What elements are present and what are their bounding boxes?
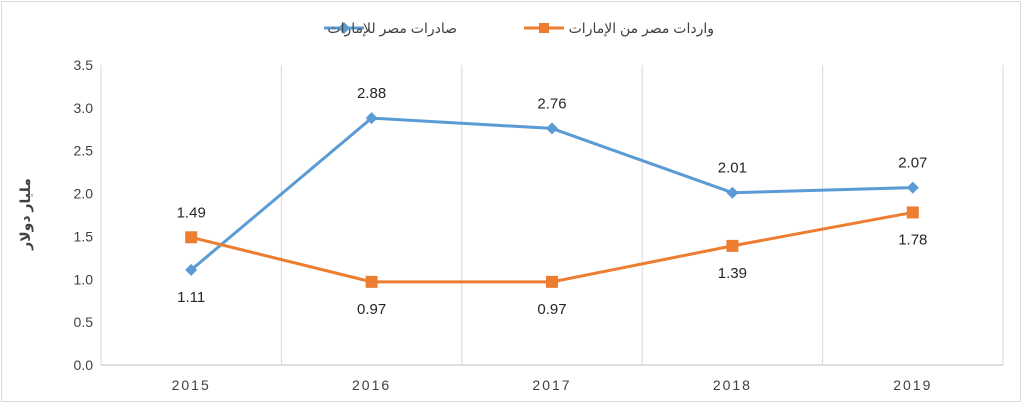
data-label: 1.78: [898, 231, 927, 248]
series-layer: [185, 112, 919, 288]
y-tick-label: 0.5: [74, 314, 94, 330]
data-point-diamond: [365, 112, 378, 125]
data-point-diamond: [726, 186, 739, 199]
legend-entry-label: واردات مصر من الإمارات: [569, 20, 714, 37]
series-line: [190, 116, 913, 272]
data-label-layer: 1.11 2.88 2.76 2.01 2.07 1.49 0.97 0.97 1.39 1.78: [177, 85, 928, 318]
x-tick-label: 2018: [713, 377, 752, 393]
data-label: 2.07: [898, 155, 927, 172]
data-label: 2.01: [718, 160, 747, 177]
x-tick-label: 2019: [893, 377, 932, 393]
legend: صادرات مصر للإمارات واردات مصر من الإمارا…: [324, 20, 714, 37]
data-point-square: [365, 275, 378, 288]
y-tick-label: 3.0: [74, 100, 94, 116]
data-point-square: [546, 275, 558, 288]
data-label: 0.97: [537, 301, 566, 318]
y-tick-label: 1.0: [74, 271, 94, 287]
y-axis-title: مليار دولار: [17, 178, 34, 251]
data-label: 0.97: [357, 301, 386, 318]
legend-marker-diamond: [338, 22, 350, 34]
data-point-diamond: [185, 263, 198, 276]
y-tick-label: 1.5: [74, 228, 94, 244]
x-tick-label: 2015: [172, 377, 211, 393]
data-point-diamond: [906, 181, 919, 194]
data-point-square: [185, 231, 198, 244]
data-label: 2.88: [357, 85, 386, 102]
series-line: [190, 210, 914, 284]
data-point-square: [726, 239, 739, 252]
data-label: 1.11: [177, 289, 205, 306]
axis-layer: 0.0 0.5 1.0 1.5 2.0 2.5 3.0 3.5 2015 2016 2017 2018…: [74, 57, 1003, 393]
y-tick-label: 0.0: [74, 357, 94, 373]
grid-layer: [100, 65, 1004, 365]
data-label: 1.39: [718, 265, 747, 282]
x-tick-label: 2017: [532, 377, 571, 393]
x-tick-label: 2016: [352, 377, 391, 393]
data-label: 2.76: [537, 95, 566, 112]
y-tick-label: 2.0: [74, 186, 94, 202]
legend-marker-square: [539, 23, 549, 33]
y-tick-label: 3.5: [74, 57, 94, 73]
data-point-square: [906, 206, 919, 219]
data-point-diamond: [546, 122, 558, 135]
data-label: 1.49: [177, 204, 206, 221]
y-tick-label: 2.5: [74, 143, 94, 159]
legend-entry-label: صادرات مصر للإمارات: [327, 20, 457, 37]
